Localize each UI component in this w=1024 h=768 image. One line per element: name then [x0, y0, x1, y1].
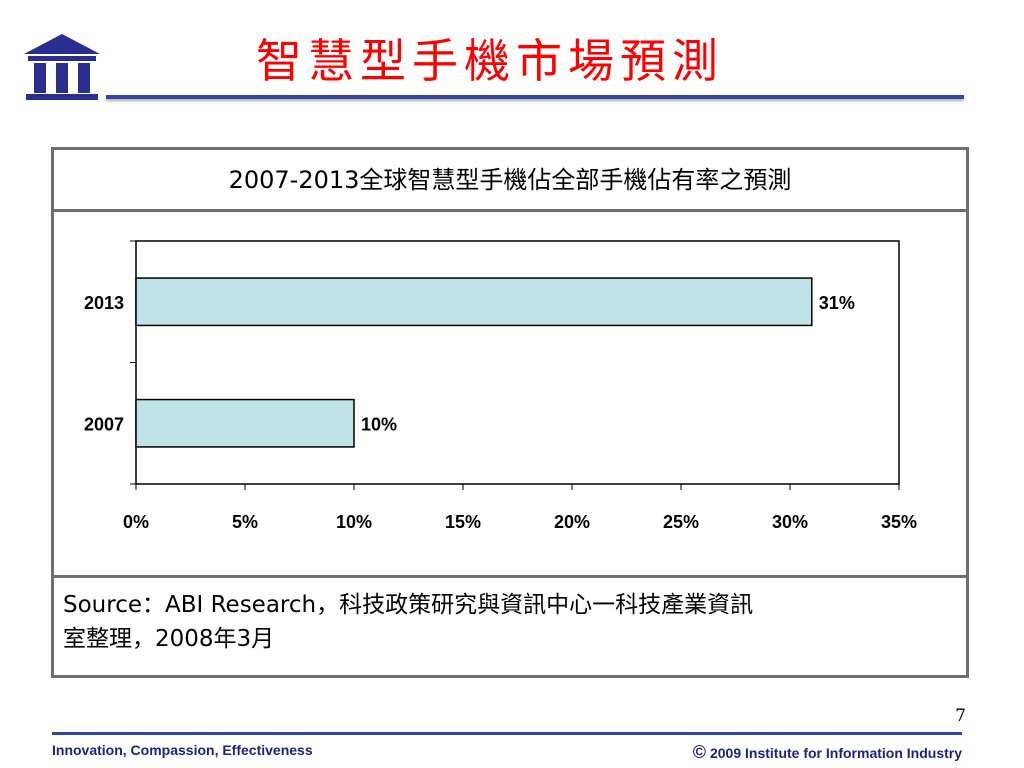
x-tick-label: 25%: [663, 512, 699, 532]
data-label: 10%: [361, 414, 397, 434]
chart-title: 2007-2013全球智慧型手機佔全部手機佔有率之預測: [54, 150, 966, 212]
x-tick-label: 10%: [336, 512, 372, 532]
title-underline: [106, 95, 964, 99]
page-number: 7: [955, 706, 966, 726]
x-tick-label: 5%: [232, 512, 258, 532]
footer-copyright: © 2009 Institute for Information Industry: [693, 742, 962, 763]
data-label: 31%: [819, 293, 855, 313]
x-tick-label: 35%: [881, 512, 917, 532]
source-note: Source：ABI Research，科技政策研究與資訊中心一科技產業資訊 室…: [54, 575, 966, 675]
footer-copyright-text: 2009 Institute for Information Industry: [709, 745, 962, 761]
y-tick-label: 2013: [84, 293, 124, 313]
y-tick-label: 2007: [84, 414, 124, 434]
x-tick-label: 15%: [445, 512, 481, 532]
slide-title: 智慧型手機市場預測: [256, 34, 724, 88]
source-line-1: Source：ABI Research，科技政策研究與資訊中心一科技產業資訊: [63, 592, 754, 618]
x-tick-label: 20%: [554, 512, 590, 532]
bar: [135, 277, 813, 327]
bar: [135, 398, 355, 448]
footer-motto: Innovation, Compassion, Effectiveness: [52, 742, 313, 758]
chart-frame: 2007-2013全球智慧型手機佔全部手機佔有率之預測 31% 2013 10% 20…: [51, 147, 969, 678]
institute-logo-icon: [24, 34, 100, 100]
copyright-icon: ©: [692, 742, 706, 762]
footer-rule: [52, 732, 962, 735]
x-tick-label: 0%: [123, 512, 149, 532]
source-line-2: 室整理，2008年3月: [63, 626, 275, 652]
bar-chart: 31% 2013 10% 2007 0% 5% 10% 15% 20% 25% 30% 35%: [84, 240, 917, 532]
x-tick-label: 30%: [772, 512, 808, 532]
